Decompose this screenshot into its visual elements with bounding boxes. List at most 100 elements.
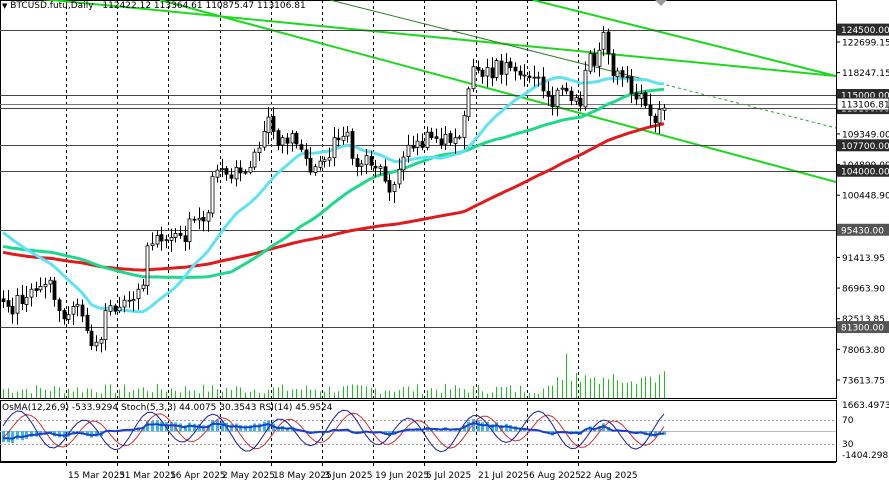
candle-body [197, 217, 202, 221]
candle-body [588, 53, 593, 72]
candle-body [1, 298, 6, 302]
candle-body [15, 295, 20, 314]
candle-body [369, 156, 374, 166]
candle-body [229, 174, 234, 179]
candle-body [499, 60, 504, 75]
candle-body [80, 304, 85, 317]
candle-body [85, 314, 90, 331]
candle-body [43, 283, 48, 288]
candle-body [434, 136, 439, 139]
candle-body [136, 288, 141, 300]
candle-body [131, 299, 136, 302]
candle-body [522, 74, 527, 77]
candle-body [313, 166, 318, 173]
candle-body [150, 243, 155, 247]
candle-body [397, 168, 402, 185]
candle-body [653, 115, 658, 123]
level-price-tag [837, 164, 889, 177]
candle-body [280, 137, 285, 146]
candle-body [10, 306, 15, 315]
level-price-label: 104000.00 [841, 167, 889, 177]
candle-body [634, 92, 639, 100]
x-tick-label: 2 May 2025 [222, 471, 275, 481]
candle-body [350, 131, 355, 159]
candle-body [266, 116, 271, 133]
candle-body [429, 131, 434, 139]
candle-body [52, 280, 57, 300]
candle-body [592, 53, 597, 66]
candle-body [103, 310, 108, 340]
osc-tick-label: -1404.2982 [842, 451, 889, 461]
candle-body [38, 286, 43, 291]
candle-body [443, 133, 448, 145]
y-tick-label: 109349.00 [842, 130, 889, 140]
candle-body [89, 330, 94, 347]
level-price-tag [837, 223, 889, 236]
x-tick-label: 18 May 2025 [273, 471, 332, 481]
candle-body [406, 144, 411, 158]
candle-body [252, 151, 257, 168]
candle-body [392, 184, 397, 192]
osc-tick-label: 70 [842, 416, 854, 426]
candle-body [648, 104, 653, 117]
candle-body [411, 145, 416, 149]
candle-body [24, 297, 29, 305]
candle-body [536, 76, 541, 79]
y-tick-label: 82513.85 [842, 315, 885, 325]
x-tick-label: 31 Mar 2025 [119, 471, 176, 481]
candle-body [508, 61, 513, 68]
candle-body [359, 163, 364, 167]
ma-line [2, 87, 665, 280]
candle-body [601, 31, 606, 50]
candle-body [504, 62, 509, 75]
candle-body [29, 288, 34, 298]
candle-body [234, 166, 239, 180]
candle-body [425, 131, 430, 148]
candle-body [173, 233, 178, 238]
level-price-tag [837, 23, 889, 36]
candle-body [294, 132, 299, 145]
candle-body [187, 218, 192, 243]
candle-body [290, 133, 295, 144]
candle-body [141, 284, 146, 289]
y-tick-label: 100448.90 [842, 192, 889, 202]
y-tick-label: 122699.15 [842, 39, 889, 49]
x-tick-label: 5 Jul 2025 [426, 471, 471, 481]
candle-body [355, 158, 360, 168]
candle-body [48, 279, 53, 285]
symbol-title: BTCUSD.futu,Daily [10, 1, 94, 11]
candle-body [66, 314, 71, 320]
candle-body [318, 160, 323, 168]
candle-body [117, 306, 122, 312]
candle-body [145, 245, 150, 287]
candle-body [532, 76, 537, 79]
candle-body [201, 217, 206, 222]
chart-header: ▼ BTCUSD.futu,Daily 112422.12 113364.61 … [2, 1, 306, 11]
candle-body [322, 159, 327, 162]
rsi-line [2, 422, 665, 440]
x-tick-label: 21 Jul 2025 [478, 471, 529, 481]
chart-shift-marker-icon[interactable] [655, 0, 667, 6]
x-tick-label: 15 Mar 2025 [68, 471, 125, 481]
candle-body [271, 115, 276, 132]
x-tick-label: 6 Aug 2025 [529, 471, 581, 481]
candle-body [620, 70, 625, 78]
stoch-main-line [2, 409, 665, 453]
candle-body [285, 137, 290, 144]
candle-body [527, 75, 532, 79]
candle-body [583, 69, 588, 108]
candle-body [210, 175, 215, 214]
candle-body [462, 115, 467, 139]
candle-body [169, 237, 174, 241]
candle-body [546, 90, 551, 97]
candle-body [308, 157, 313, 173]
candle-body [574, 97, 579, 102]
symbol-arrow-icon: ▼ [2, 2, 8, 10]
candle-body [555, 89, 560, 107]
candle-body [439, 138, 444, 146]
candle-body [625, 76, 630, 79]
candle-body [243, 171, 248, 174]
candle-body [560, 87, 565, 90]
x-tick-label: 19 Jun 2025 [375, 471, 429, 481]
